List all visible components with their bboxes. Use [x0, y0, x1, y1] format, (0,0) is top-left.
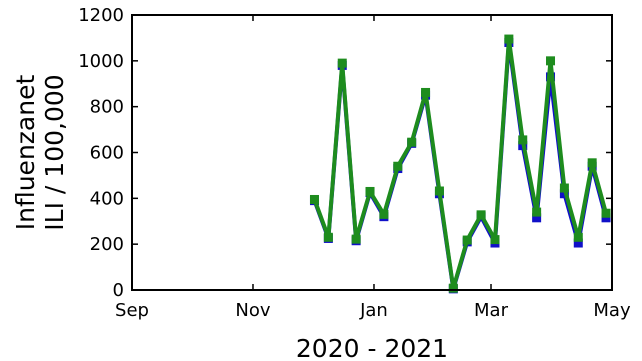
series-layer	[309, 34, 611, 294]
plot-frame	[131, 14, 613, 291]
y-axis-title-line-2: ILI / 100,000	[40, 74, 69, 230]
series-2-point	[393, 161, 403, 171]
series-1-point	[601, 213, 611, 223]
series-2-point	[559, 183, 569, 193]
x-tick-label: May	[593, 300, 631, 321]
series-2-point	[546, 56, 556, 66]
series-2-point	[587, 158, 597, 168]
y-tick-label: 400	[90, 188, 124, 209]
series-2-point	[462, 235, 472, 245]
x-tick-label: Sep	[115, 300, 149, 321]
y-tick-label: 200	[90, 234, 124, 255]
series-1-point	[532, 213, 542, 223]
series-2-line	[312, 37, 608, 291]
series-2	[309, 34, 611, 293]
y-axis-title-line-1: Influenzanet	[11, 75, 40, 231]
series-2-point	[504, 34, 514, 44]
series-2-point	[434, 186, 444, 196]
series-2-point	[476, 210, 486, 220]
series-2-point	[309, 194, 319, 204]
series-2-point	[323, 232, 333, 242]
series-2-point	[365, 186, 375, 196]
series-2-point	[573, 232, 583, 242]
x-tick-label: Mar	[474, 300, 509, 321]
series-2-point	[532, 207, 542, 217]
x-tick-label: Nov	[235, 300, 270, 321]
tick-layer: 0 200 400 600 800 1000 1200 Sep Nov Jan Mar May	[78, 5, 631, 321]
series-2-point	[379, 209, 389, 219]
series-2-point	[448, 283, 458, 293]
series-2-point	[407, 137, 417, 147]
y-tick-label: 1200	[78, 5, 124, 26]
series-2-point	[490, 235, 500, 245]
series-1-point	[573, 238, 583, 248]
x-axis-title: 2020 - 2021	[296, 334, 448, 361]
series-2-point	[518, 135, 528, 145]
series-1	[309, 38, 611, 294]
y-tick-label: 600	[90, 143, 124, 164]
y-tick-label: 800	[90, 97, 124, 118]
x-tick-label: Jan	[359, 300, 388, 321]
series-2-point	[351, 234, 361, 244]
y-tick-label: 0	[113, 280, 124, 301]
series-2-point	[337, 58, 347, 68]
series-2-point	[601, 208, 611, 218]
series-2-point	[421, 87, 431, 97]
y-tick-label: 1000	[78, 51, 124, 72]
